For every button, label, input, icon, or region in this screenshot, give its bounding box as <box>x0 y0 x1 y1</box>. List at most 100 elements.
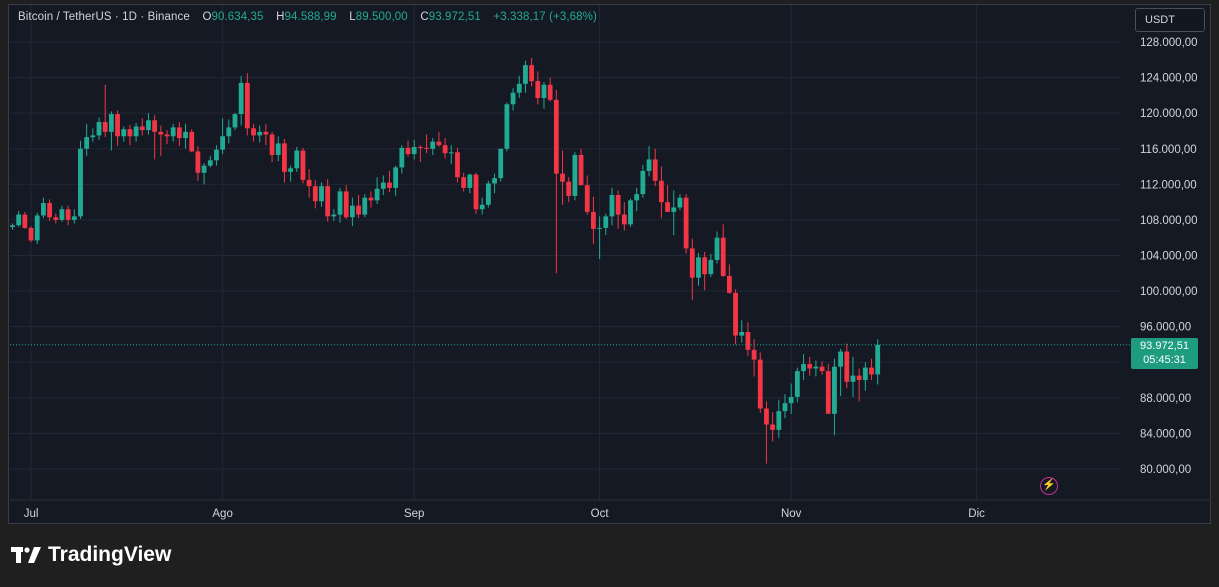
close-label: C <box>420 11 429 23</box>
candle-body <box>10 225 15 228</box>
bar-countdown: 05:45:31 <box>1143 353 1186 366</box>
candle-body <box>566 181 572 196</box>
candle-body <box>65 209 71 220</box>
candle-body <box>387 182 392 188</box>
low-value: 89.500,00 <box>355 11 408 23</box>
candle-body <box>312 186 318 202</box>
candle-body <box>115 114 120 137</box>
candle-body <box>393 167 399 188</box>
candle-body <box>498 148 504 179</box>
candle-body <box>634 194 640 201</box>
candle-body <box>263 131 269 135</box>
y-axis-tick-label: 80.000,00 <box>1140 464 1191 476</box>
candle-body <box>844 351 850 382</box>
candle-body <box>90 135 96 138</box>
candle-body <box>158 131 164 135</box>
candle-body <box>16 214 22 226</box>
y-axis-tick-label: 120.000,00 <box>1140 108 1198 120</box>
candle-body <box>201 165 207 173</box>
candle-body <box>350 205 355 218</box>
candle-body <box>770 424 776 430</box>
candle-body <box>782 403 788 412</box>
candle-body <box>652 159 658 181</box>
ohlc-legend: Bitcoin / TetherUS · 1D · Binance O90.63… <box>18 11 597 23</box>
candle-body <box>485 183 491 205</box>
candle-body <box>467 174 473 188</box>
open-value: 90.634,35 <box>211 11 264 23</box>
candle-body <box>108 114 114 132</box>
candle-body <box>671 207 677 212</box>
candle-body <box>183 131 188 139</box>
candle-body <box>362 197 368 215</box>
candle-body <box>325 186 331 217</box>
candle-body <box>306 179 312 187</box>
candle-body <box>541 84 547 99</box>
candle-body <box>430 141 436 149</box>
y-axis-tick-label: 124.000,00 <box>1140 73 1198 85</box>
candle-body <box>597 227 602 229</box>
candle-body <box>745 332 751 350</box>
candle-body <box>708 259 714 275</box>
open-label: O <box>202 11 212 23</box>
candle-body <box>96 122 102 136</box>
candle-body <box>164 134 170 137</box>
y-axis-tick-label: 96.000,00 <box>1140 322 1191 334</box>
close-value: 93.972,51 <box>428 11 481 23</box>
candle-body <box>615 195 621 215</box>
candle-body <box>294 150 300 169</box>
tradingview-branding[interactable]: TradingView <box>11 543 171 567</box>
y-axis-tick-label: 112.000,00 <box>1140 179 1197 191</box>
y-axis-tick-label: 84.000,00 <box>1140 428 1191 440</box>
candle-body <box>479 204 485 210</box>
candle-body <box>220 136 226 150</box>
candle-body <box>343 191 349 218</box>
candle-body <box>28 227 34 241</box>
currency-button[interactable]: USDT <box>1135 8 1205 32</box>
y-axis-tick-label: 128.000,00 <box>1140 37 1198 49</box>
x-axis-tick-label: Oct <box>591 508 610 520</box>
candle-body <box>733 292 738 336</box>
candle-body <box>257 131 263 136</box>
candle-body <box>726 275 732 293</box>
x-axis-tick-label: Jul <box>24 508 39 520</box>
candle-body <box>696 257 701 278</box>
candle-body <box>411 146 417 155</box>
candle-body <box>71 216 77 220</box>
candle-body <box>189 131 195 152</box>
candle-body <box>813 366 819 369</box>
candle-body <box>801 364 806 372</box>
candle-body <box>455 152 460 178</box>
candle-body <box>850 375 856 382</box>
candle-body <box>22 214 28 228</box>
y-axis-tick-label: 104.000,00 <box>1140 251 1198 263</box>
brand-name: TradingView <box>48 543 172 566</box>
candle-body <box>121 129 127 137</box>
candle-body <box>232 114 238 128</box>
tradingview-logo-icon <box>11 547 41 563</box>
candle-body <box>59 209 65 220</box>
candle-body <box>146 120 151 131</box>
candle-body <box>869 367 874 375</box>
symbol-title[interactable]: Bitcoin / TetherUS · 1D · Binance <box>18 11 190 23</box>
candle-body <box>720 237 726 276</box>
candle-body <box>84 137 90 149</box>
candle-body <box>875 344 881 375</box>
candle-body <box>714 237 720 260</box>
x-axis-tick-label: Dic <box>968 508 985 520</box>
candle-body <box>492 178 497 184</box>
candle-body <box>516 83 522 93</box>
candle-body <box>461 177 467 188</box>
change-value: +3.338,17 (+3,68%) <box>493 11 597 23</box>
candle-body <box>807 364 813 369</box>
candle-body <box>300 150 306 180</box>
high-value: 94.588,99 <box>284 11 337 23</box>
candle-body <box>368 197 374 201</box>
candle-body <box>269 134 275 155</box>
candle-body <box>751 349 757 360</box>
candle-body <box>776 411 782 430</box>
lightning-bolt-icon[interactable]: ⚡ <box>1040 477 1058 495</box>
candle-body <box>195 151 201 173</box>
high-label: H <box>276 11 285 23</box>
chart-frame[interactable] <box>8 4 1211 524</box>
